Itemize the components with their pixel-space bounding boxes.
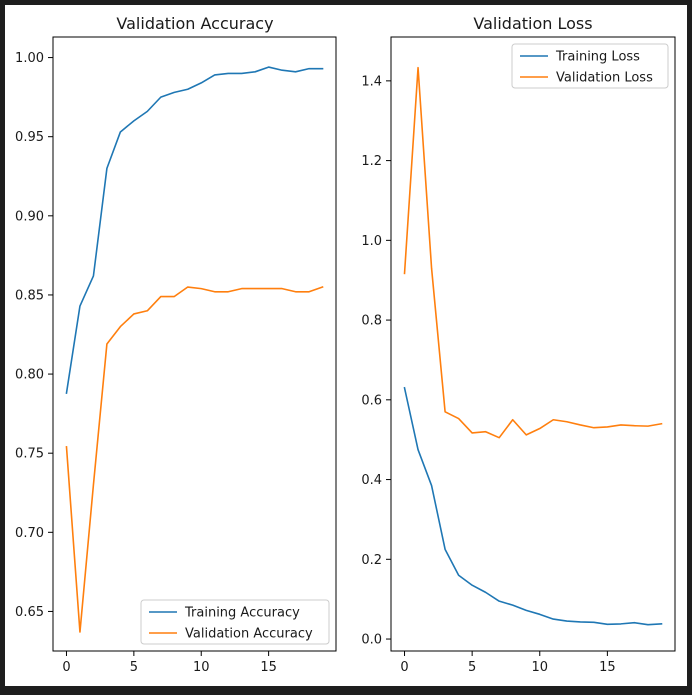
loss-series-line-validation-loss [403, 66, 663, 439]
loss-x-tick-label: 10 [531, 660, 548, 675]
accuracy-subplot: Validation Accuracy 0 5 10 15 0.65 0.70 0.75 0.… [15, 14, 337, 675]
accuracy-x-tick-label: 15 [260, 660, 277, 675]
accuracy-legend-label: Training Accuracy [184, 606, 300, 621]
accuracy-plot-area [52, 36, 337, 652]
accuracy-y-tick-label: 0.65 [15, 605, 44, 620]
accuracy-y-tick-label: 0.75 [15, 447, 44, 462]
accuracy-y-tick-label: 0.85 [15, 288, 44, 303]
loss-chart-title: Validation Loss [473, 14, 592, 33]
accuracy-series-line-training-accuracy [65, 66, 324, 394]
accuracy-legend: Training Accuracy Validation Accuracy [140, 599, 330, 645]
accuracy-x-tick-label: 0 [62, 660, 70, 675]
accuracy-legend-box [140, 599, 330, 645]
accuracy-y-tick-label: 0.95 [15, 130, 44, 145]
loss-legend-label: Training Loss [555, 50, 640, 65]
accuracy-x-tick-label: 10 [193, 660, 210, 675]
loss-series-line-training-loss [403, 386, 663, 626]
loss-y-tick-label: 1.4 [361, 74, 382, 89]
loss-y-tick-label: 0.0 [361, 633, 382, 648]
accuracy-y-tick-label: 1.00 [15, 51, 44, 66]
loss-y-tick-label: 0.4 [361, 473, 382, 488]
loss-y-tick-label: 1.0 [361, 234, 382, 249]
loss-y-tick-label: 0.8 [361, 314, 382, 329]
accuracy-y-tick-label: 0.70 [15, 526, 44, 541]
accuracy-chart-title: Validation Accuracy [116, 14, 273, 33]
loss-y-tick-label: 0.6 [361, 393, 382, 408]
loss-legend-box [511, 43, 669, 89]
loss-legend-label: Validation Loss [556, 71, 653, 86]
loss-y-tick-label: 1.2 [361, 154, 382, 169]
loss-x-tick-label: 15 [599, 660, 616, 675]
accuracy-y-tick-label: 0.90 [15, 209, 44, 224]
loss-plot-area [390, 36, 676, 652]
accuracy-series-line-validation-accuracy [65, 286, 324, 633]
loss-x-tick-label: 5 [468, 660, 476, 675]
loss-x-tick-label: 0 [400, 660, 408, 675]
loss-subplot: Validation Loss 0 5 10 15 0.0 0.2 0.4 0.6 0.8 1.0… [361, 14, 676, 675]
loss-y-tick-label: 0.2 [361, 553, 382, 568]
loss-legend: Training Loss Validation Loss [511, 43, 669, 89]
accuracy-legend-label: Validation Accuracy [185, 627, 313, 642]
accuracy-x-tick-label: 5 [130, 660, 138, 675]
accuracy-y-tick-label: 0.80 [15, 368, 44, 383]
